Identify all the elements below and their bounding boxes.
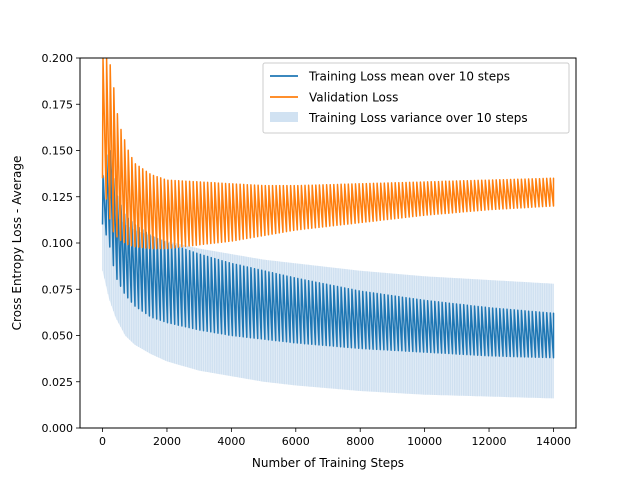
y-tick-label: 0.075 [42,283,74,296]
y-tick-label: 0.100 [42,237,74,250]
y-tick-label: 0.000 [42,422,74,435]
y-tick-label: 0.125 [42,191,74,204]
training-loss-mean-line [101,149,555,359]
x-axis-label: Number of Training Steps [252,456,404,470]
x-tick-label: 6000 [282,435,310,448]
y-tick-label: 0.150 [42,145,74,158]
x-tick-label: 8000 [346,435,374,448]
plot-layer [101,58,555,399]
x-tick-label: 12000 [472,435,507,448]
y-tick-label: 0.200 [42,52,74,65]
legend-swatch-training-variance [270,112,298,122]
legend-box [262,62,570,134]
legend: Training Loss mean over 10 steps Validat… [262,62,570,134]
x-tick-label: 14000 [536,435,571,448]
y-axis: 0.000 0.025 0.050 0.075 0.100 0.125 0.150 0.175… [42,52,80,435]
x-tick-label: 2000 [153,435,181,448]
y-tick-label: 0.050 [42,330,74,343]
x-tick-label: 0 [99,435,106,448]
y-axis-label: Cross Entropy Loss - Average [10,156,24,331]
validation-loss-line [101,58,555,250]
legend-label-training-variance: Training Loss variance over 10 steps [308,111,528,125]
y-tick-label: 0.175 [42,98,74,111]
y-tick-label: 0.025 [42,376,74,389]
legend-label-training-mean: Training Loss mean over 10 steps [308,70,510,84]
legend-label-validation: Validation Loss [309,91,398,105]
x-tick-label: 10000 [407,435,442,448]
x-axis: 0 2000 4000 6000 8000 10000 12000 14000 [99,428,571,448]
x-tick-label: 4000 [217,435,245,448]
